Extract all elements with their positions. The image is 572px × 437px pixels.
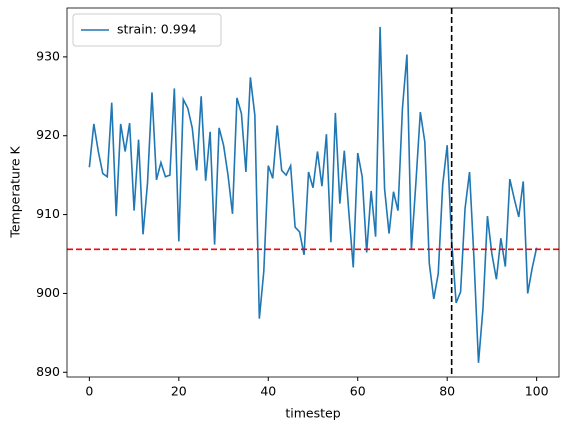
- legend-label: strain: 0.994: [117, 22, 197, 37]
- x-axis-label: timestep: [285, 406, 340, 421]
- y-tick-label: 910: [36, 206, 60, 221]
- x-tick-label: 0: [85, 384, 93, 399]
- y-tick-label: 890: [36, 364, 60, 379]
- y-tick-label: 930: [36, 48, 60, 63]
- data-line: [88, 26, 538, 363]
- x-tick-label: 80: [439, 384, 455, 399]
- legend-box: [72, 13, 222, 47]
- y-tick-label: 920: [36, 127, 60, 142]
- x-tick-label: 100: [525, 384, 549, 399]
- x-tick-label: 60: [350, 384, 366, 399]
- x-tick-label: 20: [171, 384, 187, 399]
- plot-frame: [66, 7, 560, 378]
- y-tick-label: 900: [36, 285, 60, 300]
- y-axis-label: Temperature K: [8, 146, 23, 239]
- x-tick-label: 40: [260, 384, 276, 399]
